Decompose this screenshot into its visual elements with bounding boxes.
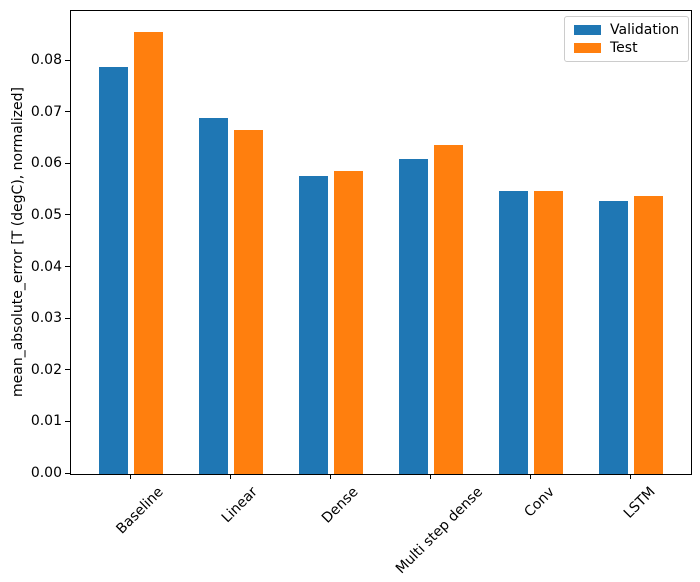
x-tick-mark (129, 474, 131, 479)
y-tick-label: 0.02 (30, 361, 62, 378)
legend-swatch-validation (574, 25, 601, 35)
y-tick-label: 0.06 (30, 155, 62, 172)
legend: Validation Test (564, 16, 690, 62)
legend-swatch-test (574, 43, 601, 53)
x-tick-label-multi-step-dense: Multi step dense (392, 484, 487, 578)
x-tick-mark (329, 474, 331, 479)
x-tick-mark (429, 474, 431, 479)
y-axis-label: mean_absolute_error [T (degC), normalize… (10, 86, 26, 397)
x-tick-mark (229, 474, 231, 479)
x-tick-label-lstm: LSTM (621, 484, 659, 522)
y-tick-mark (65, 214, 70, 216)
bar-test-conv (534, 191, 563, 474)
bar-validation-conv (499, 190, 528, 474)
bar-validation-linear (199, 118, 228, 474)
bar-validation-dense (299, 176, 328, 474)
bar-test-linear (234, 130, 263, 474)
x-tick-mark (629, 474, 631, 479)
bar-test-multi-step-dense (434, 145, 463, 474)
bar-validation-baseline (99, 67, 128, 474)
y-tick-label: 0.04 (30, 258, 62, 275)
y-tick-label: 0.07 (30, 103, 62, 120)
bar-test-dense (334, 171, 363, 474)
y-tick-mark (65, 162, 70, 164)
x-tick-label-linear: Linear (218, 484, 261, 527)
y-tick-mark (65, 59, 70, 61)
y-tick-mark (65, 369, 70, 371)
y-tick-label: 0.00 (30, 465, 62, 481)
y-tick-label: 0.03 (30, 310, 62, 327)
x-tick-label-baseline: Baseline (113, 484, 167, 538)
bar-test-baseline (134, 32, 163, 474)
x-tick-mark (529, 474, 531, 479)
y-tick-label: 0.08 (30, 52, 62, 69)
legend-label-validation: Validation (610, 22, 680, 38)
bar-test-lstm (634, 195, 663, 474)
y-tick-label: 0.05 (30, 206, 62, 223)
y-tick-mark (65, 317, 70, 319)
bar-validation-lstm (599, 200, 628, 474)
y-tick-mark (65, 472, 70, 474)
plot-area (70, 10, 692, 475)
y-tick-mark (65, 420, 70, 422)
legend-item-test: Test (574, 39, 679, 57)
legend-item-validation: Validation (574, 21, 679, 39)
y-tick-mark (65, 266, 70, 268)
x-tick-label-dense: Dense (318, 484, 362, 527)
y-tick-label: 0.01 (30, 413, 62, 430)
x-tick-label-conv: Conv (521, 484, 558, 521)
legend-label-test: Test (610, 40, 638, 56)
bar-validation-multi-step-dense (399, 159, 428, 474)
y-tick-mark (65, 111, 70, 113)
